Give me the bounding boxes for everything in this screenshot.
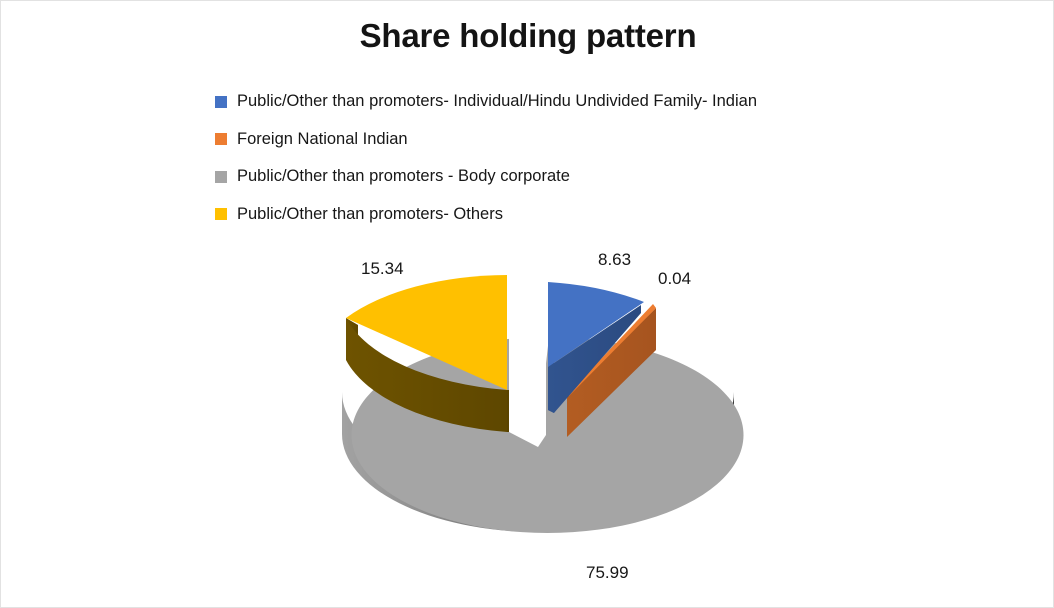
legend-label-individual-huf: Public/Other than promoters- Individual/… bbox=[237, 92, 757, 111]
legend-item-body-corporate[interactable]: Public/Other than promoters - Body corpo… bbox=[215, 158, 915, 196]
legend-item-others[interactable]: Public/Other than promoters- Others bbox=[215, 196, 915, 234]
pie-slice-individual-huf[interactable] bbox=[548, 282, 644, 413]
pie-slice-others[interactable] bbox=[346, 275, 509, 432]
chart-legend: Public/Other than promoters- Individual/… bbox=[215, 83, 915, 233]
pie-slice-foreign-national-wall bbox=[567, 308, 656, 437]
pie-slice-individual-huf-front-wall bbox=[548, 305, 641, 413]
legend-swatch-icon-orange bbox=[215, 133, 227, 146]
legend-swatch-icon-yellow bbox=[215, 208, 227, 221]
pie-slice-others-top bbox=[346, 275, 507, 390]
pie-slice-foreign-national-top bbox=[567, 304, 656, 396]
legend-label-others: Public/Other than promoters- Others bbox=[237, 204, 503, 223]
legend-label-foreign-national: Foreign National Indian bbox=[237, 129, 408, 148]
data-label-individual-huf: 8.63 bbox=[598, 250, 632, 269]
legend-label-body-corporate: Public/Other than promoters - Body corpo… bbox=[237, 167, 570, 186]
data-label-body-corporate: 75.99 bbox=[586, 563, 629, 582]
pie-slice-others-right-wall bbox=[507, 390, 509, 432]
legend-item-individual-huf[interactable]: Public/Other than promoters- Individual/… bbox=[215, 83, 915, 121]
pie-slice-others-front-wall bbox=[346, 318, 507, 432]
legend-item-foreign-national[interactable]: Foreign National Indian bbox=[215, 121, 915, 159]
legend-swatch-icon-blue bbox=[215, 95, 227, 108]
pie-slice-foreign-national[interactable] bbox=[567, 304, 656, 437]
pie-slice-individual-huf-top bbox=[548, 282, 644, 367]
legend-swatch-icon-gray bbox=[215, 170, 227, 183]
explode-gap bbox=[509, 275, 546, 447]
pie-slice-body-corporate-top bbox=[351, 337, 744, 533]
data-label-foreign-national: 0.04 bbox=[658, 269, 692, 288]
data-label-others: 15.34 bbox=[361, 259, 404, 278]
page-title: Share holding pattern bbox=[359, 17, 697, 54]
